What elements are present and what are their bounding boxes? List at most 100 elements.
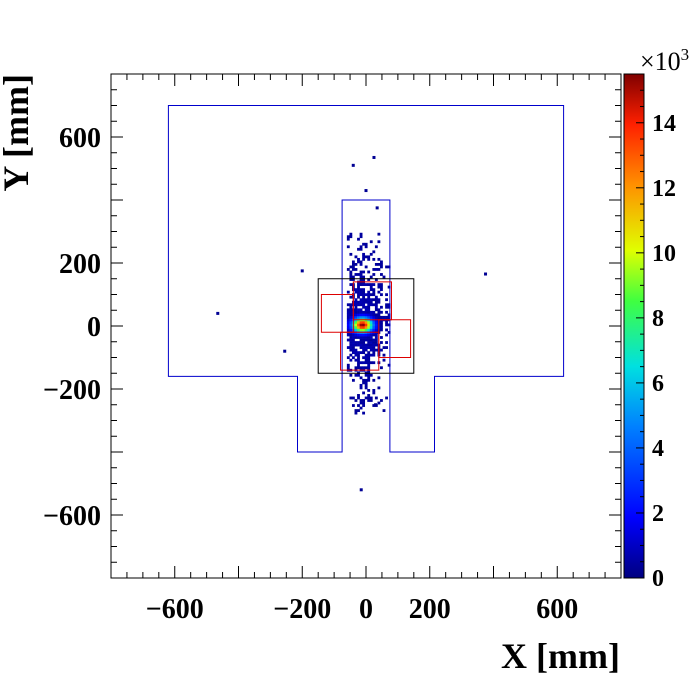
heatmap-cell bbox=[372, 328, 376, 332]
heatmap-cell bbox=[349, 320, 353, 324]
heatmap-cell bbox=[346, 235, 350, 239]
heatmap-cell bbox=[362, 323, 366, 327]
heatmap-cell bbox=[362, 242, 366, 246]
heatmap-cell bbox=[369, 336, 373, 339]
heatmap-cell bbox=[346, 315, 350, 319]
heatmap-cell bbox=[369, 303, 373, 307]
heatmap-point bbox=[351, 163, 355, 167]
colorbar bbox=[623, 73, 645, 579]
heatmap-cell bbox=[364, 315, 368, 319]
heatmap-cell bbox=[354, 343, 358, 347]
colorbar-ticks bbox=[636, 89, 644, 579]
heatmap-cell bbox=[346, 328, 350, 332]
heatmap-cell bbox=[349, 275, 353, 279]
heatmap-cell bbox=[367, 310, 371, 314]
heatmap-cell bbox=[374, 305, 378, 309]
heatmap-cell bbox=[359, 283, 363, 286]
heatmap-cell bbox=[351, 346, 355, 349]
heatmap-cell bbox=[357, 310, 360, 314]
heatmap-cell bbox=[372, 341, 376, 344]
heatmap-cell bbox=[351, 356, 355, 360]
heatmap-cell bbox=[369, 283, 373, 286]
heatmap-cell bbox=[359, 310, 363, 314]
heatmap-cell bbox=[346, 308, 350, 312]
heatmap-cell bbox=[387, 265, 391, 269]
heatmap-cell bbox=[364, 255, 368, 259]
heatmap-point bbox=[374, 403, 378, 407]
heatmap-cell bbox=[354, 411, 358, 415]
heatmap-cell bbox=[369, 396, 373, 400]
heatmap-cell bbox=[380, 399, 383, 402]
heatmap-cell bbox=[349, 373, 353, 377]
heatmap-cell bbox=[367, 328, 371, 332]
heatmap-cell bbox=[354, 255, 358, 259]
heatmap-cell bbox=[362, 295, 366, 299]
heatmap-cell bbox=[357, 341, 360, 344]
heatmap-cell bbox=[369, 323, 373, 327]
heatmap-cell bbox=[359, 386, 363, 390]
heatmap-cell bbox=[357, 343, 360, 347]
heatmap-cell bbox=[349, 333, 353, 337]
heatmap-cell bbox=[354, 358, 358, 362]
heatmap-cell bbox=[380, 260, 383, 264]
heatmap-cell bbox=[354, 300, 358, 304]
heatmap-cell bbox=[367, 336, 371, 339]
heatmap-cell bbox=[380, 265, 383, 269]
heatmap-cell bbox=[367, 356, 371, 360]
heatmap-cell bbox=[369, 328, 373, 332]
heatmap-cell bbox=[359, 235, 363, 239]
heatmap-cell bbox=[374, 300, 378, 304]
heatmap-cell bbox=[357, 404, 360, 407]
heatmap-cell bbox=[362, 381, 366, 385]
heatmap-cell bbox=[362, 315, 366, 319]
heatmap-cell bbox=[362, 338, 366, 342]
heatmap-cell bbox=[385, 323, 388, 327]
heatmap-cell bbox=[380, 341, 383, 344]
heatmap-cell bbox=[359, 366, 363, 370]
heatmap-cell bbox=[385, 341, 388, 344]
heatmap-cell bbox=[380, 288, 383, 292]
heatmap-cell bbox=[377, 263, 381, 266]
heatmap-cell bbox=[359, 313, 363, 317]
heatmap-cell bbox=[359, 406, 363, 410]
heatmap-cell bbox=[364, 353, 368, 357]
heatmap-cell bbox=[369, 343, 373, 347]
heatmap-cell bbox=[380, 323, 383, 327]
colorbar-tick-label: 10 bbox=[652, 241, 676, 267]
heatmap-cell bbox=[354, 273, 358, 276]
heatmap-cell bbox=[346, 290, 350, 294]
colorbar-tick-label: 0 bbox=[652, 566, 664, 592]
heatmap-cell bbox=[346, 303, 350, 307]
heatmap-cell bbox=[346, 268, 350, 271]
detector-outlines bbox=[167, 105, 565, 453]
heatmap-cell bbox=[349, 358, 353, 362]
heatmap-cell bbox=[374, 348, 378, 352]
heatmap-cell bbox=[380, 293, 383, 297]
heatmap-cell bbox=[362, 366, 366, 370]
x-tick-label: −200 bbox=[273, 594, 331, 625]
heatmap-cell bbox=[351, 396, 355, 400]
heatmap-cell bbox=[351, 260, 355, 264]
heatmap-cell bbox=[369, 315, 373, 319]
heatmap-cell bbox=[374, 396, 378, 400]
heatmap-cell bbox=[359, 290, 363, 294]
heatmap-cell bbox=[374, 333, 378, 337]
heatmap-cell bbox=[349, 315, 353, 319]
heatmap-cell bbox=[377, 232, 381, 236]
heatmap-cell bbox=[354, 298, 358, 302]
red-box-d bbox=[340, 331, 380, 371]
colorbar-tick-label: 12 bbox=[652, 176, 676, 202]
heatmap-cell bbox=[364, 381, 368, 385]
heatmap-cell bbox=[354, 320, 358, 324]
heatmap-cell bbox=[357, 323, 360, 327]
heatmap-cell bbox=[369, 285, 373, 289]
heatmap-cell bbox=[367, 333, 371, 337]
heatmap-cell bbox=[364, 283, 368, 286]
heatmap-cell bbox=[357, 320, 360, 324]
heatmap-cell bbox=[362, 283, 366, 286]
heatmap-cell bbox=[349, 270, 353, 274]
heatmap-cell bbox=[369, 373, 373, 377]
heatmap-cell bbox=[362, 336, 366, 339]
outer-frame-outline bbox=[167, 105, 565, 453]
heatmap-cell bbox=[357, 315, 360, 319]
